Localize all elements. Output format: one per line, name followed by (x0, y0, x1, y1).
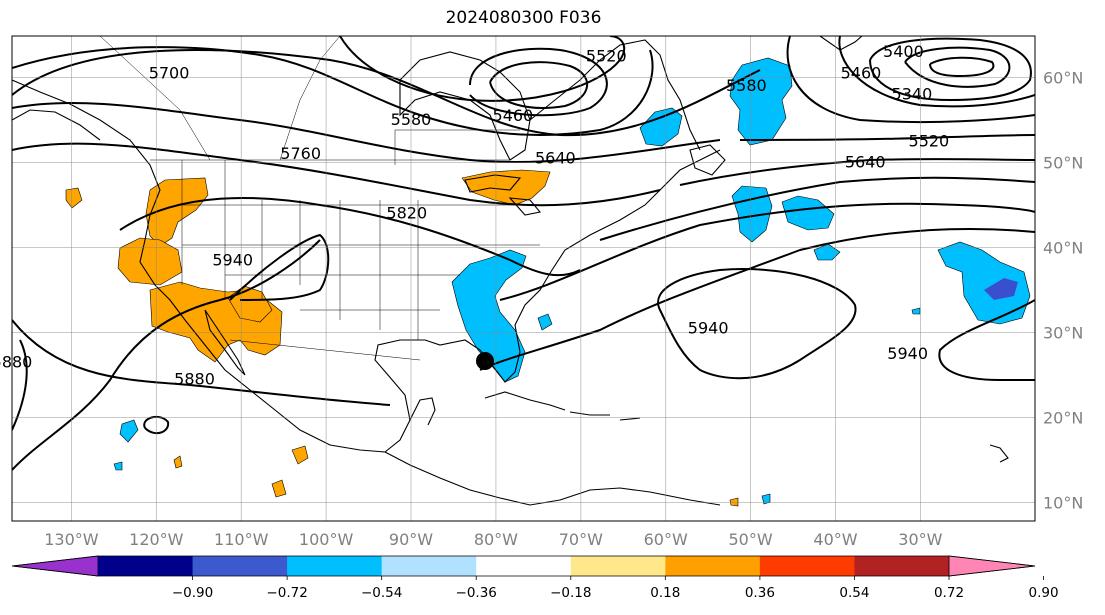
colorbar-segment (381, 556, 477, 576)
colorbar-segment (476, 556, 572, 576)
longitude-tick-label: 50°W (729, 530, 773, 549)
longitude-tick-label: 120°W (129, 530, 184, 549)
negative-anomaly-shading (113, 57, 1031, 505)
colorbar-extend-min (11, 555, 99, 577)
colorbar-segment (665, 556, 761, 576)
latitude-labels: 60°N 50°N 40°N 30°N 20°N 10°N (1043, 69, 1083, 513)
contour-label: 5460 (841, 63, 882, 82)
contour-label: 5400 (883, 42, 924, 61)
colorbar-tick-label: −0.90 (172, 585, 213, 601)
contour-label: 5580 (391, 110, 432, 129)
colorbar-segment (287, 556, 383, 576)
longitude-tick-label: 90°W (389, 530, 433, 549)
latitude-tick-label: 40°N (1043, 239, 1083, 258)
longitude-tick-label: 80°W (474, 530, 518, 549)
strong-negative-anomaly (984, 278, 1018, 300)
map-frame (11, 35, 1036, 522)
colorbar-segment (98, 556, 194, 576)
map-title: 2024080300 F036 (445, 8, 602, 28)
contour-label: 5940 (212, 250, 253, 269)
contour-label: 5820 (386, 204, 427, 223)
colorbar-tick-label: −0.36 (456, 585, 497, 601)
colorbar-labels: −0.90 −0.72 −0.54 −0.36 −0.18 0.18 0.36 0.54 0.7… (172, 576, 1059, 601)
contour-label: 5520 (586, 46, 627, 65)
black-dot-marker (476, 352, 494, 370)
longitude-tick-label: 130°W (44, 530, 99, 549)
colorbar-extend-max (948, 555, 1036, 577)
contour-label: 5340 (892, 85, 933, 104)
longitude-labels: 130°W 120°W 110°W 100°W 90°W 80°W 70°W 60°W 50°W… (44, 530, 942, 549)
colorbar-tick-label: 0.90 (1029, 585, 1059, 601)
contour-label: 5760 (280, 144, 321, 163)
positive-anomaly-shading (65, 169, 739, 507)
contour-labels: 5700 5520 5460 5580 5760 5640 5820 5940 5880 5880… (0, 42, 950, 388)
colorbar-segment (192, 556, 288, 576)
political-borders (99, 36, 540, 361)
map-area (12, 36, 1035, 521)
longitude-tick-label: 100°W (299, 530, 354, 549)
colorbar (11, 555, 1036, 577)
colorbar-tick-label: −0.54 (361, 585, 402, 601)
contour-label: 5460 (493, 106, 534, 125)
latitude-tick-label: 60°N (1043, 69, 1083, 88)
contour-label: 5580 (726, 76, 767, 95)
contour-label: 5940 (688, 318, 729, 337)
contour-label: 5880 (174, 369, 215, 388)
colorbar-tick-label: −0.72 (266, 585, 307, 601)
colorbar-tick-label: 0.18 (650, 585, 680, 601)
longitude-tick-label: 70°W (559, 530, 603, 549)
colorbar-segment (759, 556, 855, 576)
latitude-tick-label: 20°N (1043, 409, 1083, 428)
colorbar-frame (11, 555, 1036, 577)
contour-label: 5880 (0, 352, 32, 371)
longitude-tick-label: 30°W (898, 530, 942, 549)
colorbar-tick-label: 0.36 (745, 585, 775, 601)
latitude-tick-label: 30°N (1043, 324, 1083, 343)
latitude-tick-label: 10°N (1043, 494, 1083, 513)
colorbar-segment (854, 556, 950, 576)
colorbar-tick-label: 0.72 (934, 585, 964, 601)
colorbar-segment (570, 556, 666, 576)
contour-label: 5940 (887, 344, 928, 363)
coastlines (12, 36, 1009, 506)
contour-label: 5700 (149, 63, 190, 82)
colorbar-tick-label: 0.54 (839, 585, 869, 601)
latitude-tick-label: 50°N (1043, 154, 1083, 173)
colorbar-tick-label: −0.18 (550, 585, 591, 601)
longitude-tick-label: 110°W (214, 530, 269, 549)
longitude-tick-label: 40°W (813, 530, 857, 549)
contour-label: 5640 (845, 153, 886, 172)
longitude-tick-label: 60°W (644, 530, 688, 549)
height-contours (12, 36, 1035, 471)
contour-label: 5640 (535, 148, 576, 167)
contour-label: 5520 (909, 131, 950, 150)
gridlines (12, 36, 1035, 521)
